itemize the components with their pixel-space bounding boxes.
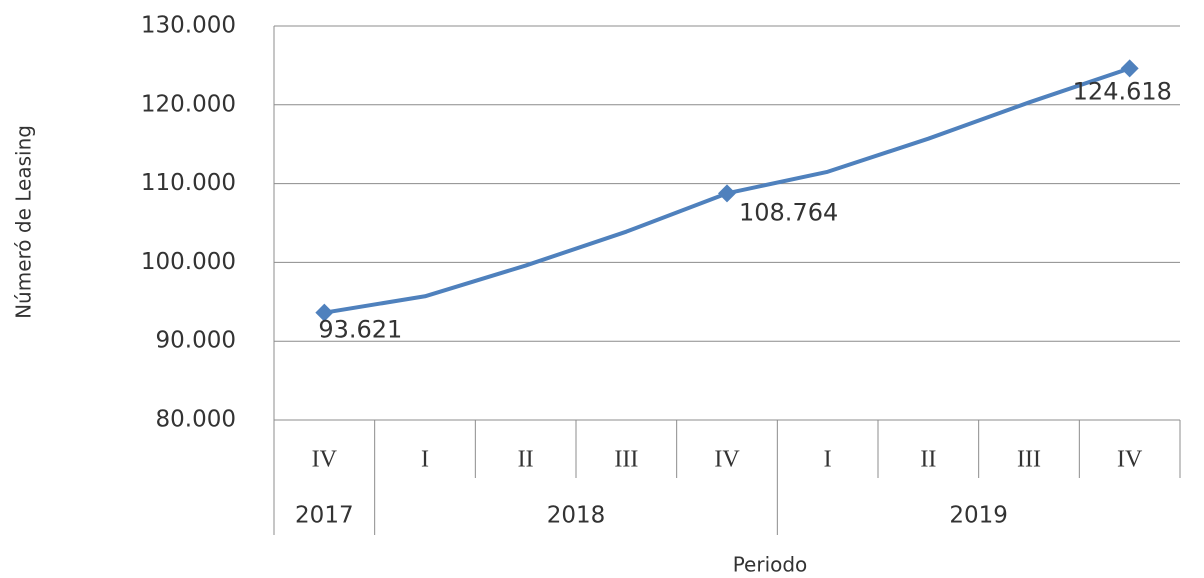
x-tick-label: II [518, 447, 534, 473]
point-marker [315, 303, 334, 322]
x-tick-label: III [1017, 447, 1041, 473]
point-marker [1120, 59, 1139, 78]
group-label: 2017 [295, 503, 354, 529]
x-tick-label: IV [312, 447, 338, 473]
x-tick-label: IV [1117, 447, 1143, 473]
x-tick-label: III [614, 447, 638, 473]
x-tick-label: IV [714, 447, 740, 473]
data-label: 124.618 [1073, 77, 1172, 105]
y-tick-label: 120.000 [141, 91, 236, 117]
group-label: 2018 [547, 503, 606, 529]
x-axis-title: Periodo [733, 553, 808, 577]
x-tick-label: II [920, 447, 936, 473]
y-axis-title: Númeró de Leasing [12, 125, 36, 319]
data-label: 108.764 [739, 198, 838, 226]
y-tick-label: 90.000 [156, 328, 236, 354]
point-marker [718, 184, 736, 203]
data-label: 93.621 [318, 316, 402, 344]
y-tick-label: 130.000 [141, 13, 236, 39]
x-tick-label: I [824, 447, 832, 473]
y-tick-label: 110.000 [141, 170, 236, 196]
y-tick-label: 80.000 [156, 407, 236, 433]
x-tick-label: I [421, 447, 429, 473]
y-tick-label: 100.000 [141, 249, 236, 275]
group-label: 2019 [949, 503, 1008, 529]
